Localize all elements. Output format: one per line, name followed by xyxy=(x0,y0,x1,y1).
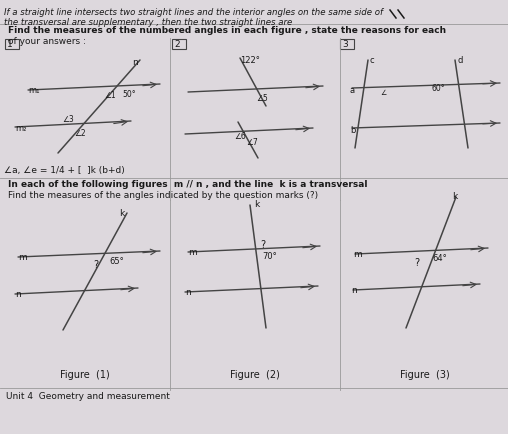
Text: ∠a, ∠e = 1/4 + [  ]k (b+d): ∠a, ∠e = 1/4 + [ ]k (b+d) xyxy=(4,166,125,175)
Bar xyxy=(340,39,354,49)
Text: Unit 4  Geometry and measurement: Unit 4 Geometry and measurement xyxy=(6,392,170,401)
Text: ∠5: ∠5 xyxy=(256,94,268,103)
Text: ?: ? xyxy=(93,260,98,270)
Text: Figure  (3): Figure (3) xyxy=(400,370,450,380)
Text: 122°: 122° xyxy=(240,56,260,65)
Text: ∠3: ∠3 xyxy=(62,115,74,124)
Text: 60°: 60° xyxy=(432,84,446,93)
Text: ?: ? xyxy=(260,240,265,250)
Text: m: m xyxy=(18,253,27,262)
Text: 70°: 70° xyxy=(262,252,277,261)
Text: c: c xyxy=(370,56,374,65)
Text: ∠: ∠ xyxy=(380,90,386,96)
Text: 3: 3 xyxy=(342,40,348,49)
Text: k: k xyxy=(119,209,124,218)
Bar xyxy=(172,39,186,49)
Text: m₂: m₂ xyxy=(15,124,26,133)
Text: Figure  (1): Figure (1) xyxy=(60,370,110,380)
Bar xyxy=(5,39,19,49)
Text: n: n xyxy=(15,290,21,299)
Text: m₁: m₁ xyxy=(28,86,40,95)
Text: Find the measures of the numbered angles in each figure , state the reasons for : Find the measures of the numbered angles… xyxy=(8,26,446,35)
Text: 65°: 65° xyxy=(109,257,124,266)
Text: n: n xyxy=(351,286,357,295)
Text: 50°: 50° xyxy=(122,90,136,99)
Text: ?: ? xyxy=(414,258,419,268)
Text: 2: 2 xyxy=(174,40,180,49)
Text: m: m xyxy=(188,248,197,257)
Text: d: d xyxy=(458,56,463,65)
Text: n: n xyxy=(185,288,190,297)
Text: a: a xyxy=(350,86,355,95)
Text: k: k xyxy=(452,192,457,201)
Text: the transversal are supplementary , then the two straight lines are: the transversal are supplementary , then… xyxy=(4,18,292,27)
Text: ∠2: ∠2 xyxy=(74,129,86,138)
Text: k: k xyxy=(254,200,259,209)
Text: In each of the following figures  m // n , and the line  k is a transversal: In each of the following figures m // n … xyxy=(8,180,367,189)
Text: 1: 1 xyxy=(7,40,13,49)
Text: If a straight line intersects two straight lines and the interior angles on the : If a straight line intersects two straig… xyxy=(4,8,383,17)
Text: ∠7: ∠7 xyxy=(246,138,258,147)
Text: Figure  (2): Figure (2) xyxy=(230,370,280,380)
Text: n: n xyxy=(132,58,138,67)
Text: ∠6: ∠6 xyxy=(234,132,246,141)
Text: ∠1: ∠1 xyxy=(104,91,116,100)
Text: 64°: 64° xyxy=(432,254,447,263)
Text: of your answers :: of your answers : xyxy=(8,37,86,46)
Text: b: b xyxy=(350,126,356,135)
Text: Find the measures of the angles indicated by the question marks (?): Find the measures of the angles indicate… xyxy=(8,191,318,200)
Text: m: m xyxy=(353,250,362,259)
